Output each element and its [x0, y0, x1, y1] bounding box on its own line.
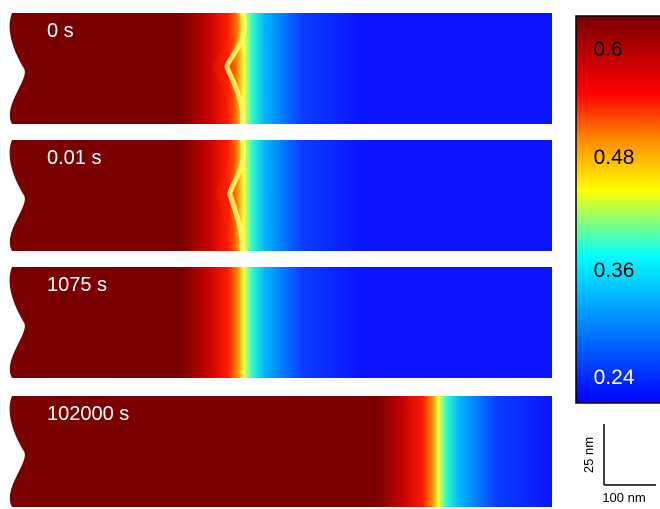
concentration-field [9, 267, 552, 378]
concentration-field [9, 396, 552, 507]
panel: 0.01 s [9, 139, 552, 252]
colorbar-tick-label: 0.6 [593, 38, 622, 61]
colorbar: 0.6 0.48 0.36 0.24 [575, 15, 660, 404]
colorbar-tick-label: 0.24 [594, 366, 635, 389]
time-label: 1075 s [47, 274, 107, 296]
colorbar-gradient [575, 15, 660, 404]
colorbar-tick-label: 0.48 [594, 146, 635, 169]
scale-bar-horizontal-label: 100 nm [602, 490, 645, 505]
front-shadow [216, 139, 238, 252]
front-shadow [213, 11, 239, 125]
front-line [227, 139, 246, 252]
front-line [224, 12, 247, 125]
concentration-field [9, 140, 552, 251]
concentration-panels: 0 s 0.01 s 1075 s 102000 s [9, 11, 552, 507]
panel: 0 s [9, 11, 552, 125]
time-label: 0 s [47, 20, 74, 42]
colorbar-tick-label: 0.36 [594, 259, 635, 282]
panel: 102000 s [9, 396, 552, 507]
scale-bar-vertical-label: 25 nm [581, 437, 596, 473]
concentration-field [9, 13, 552, 124]
scale-bar: 25 nm 100 nm [581, 424, 656, 505]
panel: 1075 s [9, 267, 552, 378]
time-label: 0.01 s [47, 147, 101, 169]
time-label: 102000 s [47, 403, 129, 425]
